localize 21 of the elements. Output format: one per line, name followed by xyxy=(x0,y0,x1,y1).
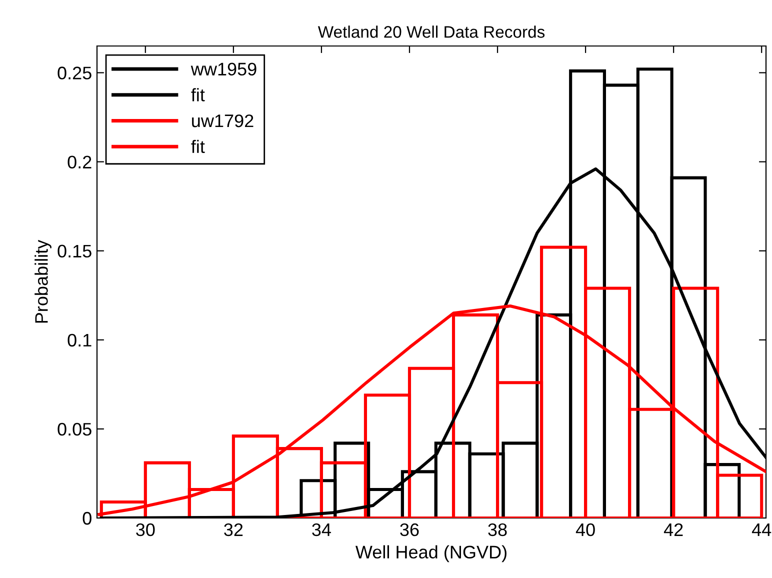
y-tick-label: 0.25 xyxy=(58,66,92,80)
legend-label: fit xyxy=(191,140,205,154)
x-tick-label: 30 xyxy=(136,523,155,536)
x-tick-label: 40 xyxy=(576,523,595,536)
y-tick-label: 0.05 xyxy=(58,422,92,436)
x-tick-label: 36 xyxy=(400,523,419,536)
y-tick-label: 0.1 xyxy=(68,334,92,347)
y-axis-title: Probability xyxy=(34,240,52,323)
chart-title: Wetland 20 Well Data Records xyxy=(318,26,545,38)
legend-label: fit xyxy=(191,88,205,102)
x-tick-label: 34 xyxy=(312,523,331,536)
x-axis-title: Well Head (NGVD) xyxy=(355,545,506,562)
x-tick-label: 42 xyxy=(664,523,683,536)
y-tick-label: 0.15 xyxy=(58,244,92,258)
x-tick-label: 38 xyxy=(488,523,507,536)
y-tick-label: 0.2 xyxy=(68,156,92,168)
y-tick-label: 0 xyxy=(82,512,92,525)
legend-label: ww1959 xyxy=(190,62,256,76)
legend-label: uw1792 xyxy=(192,114,254,128)
x-tick-label: 32 xyxy=(224,523,243,536)
x-tick-label: 44 xyxy=(752,524,772,536)
